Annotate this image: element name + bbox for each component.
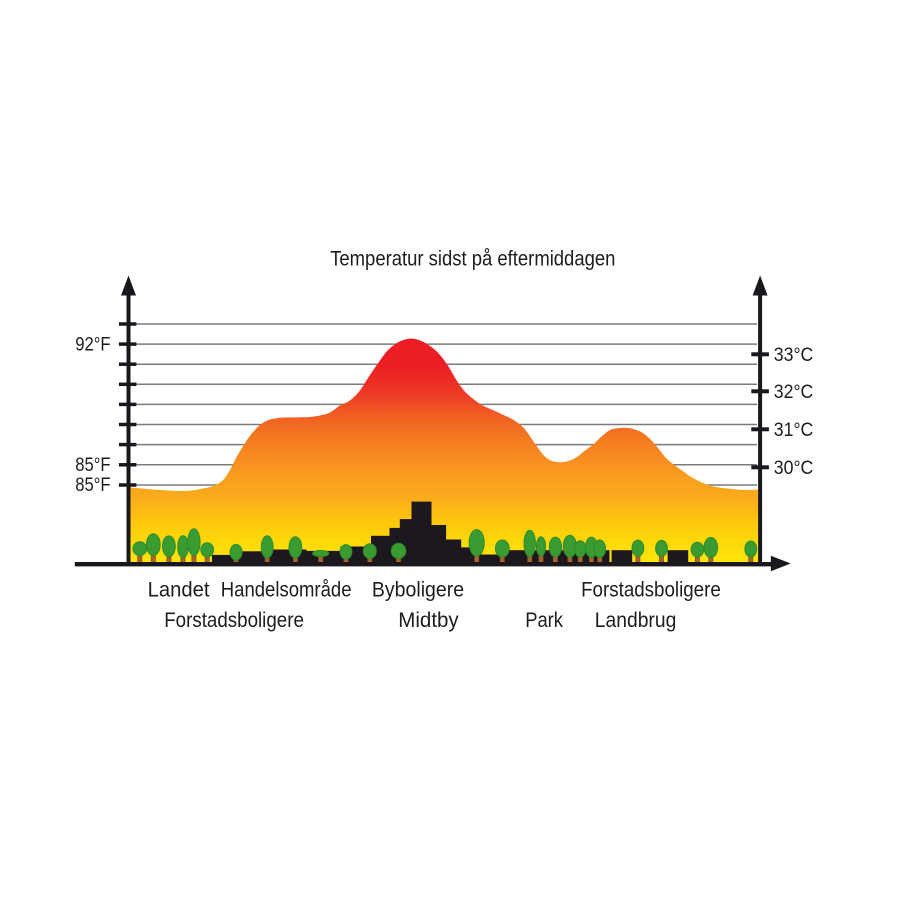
svg-text:85°F: 85°F [75, 475, 110, 496]
svg-text:Midtby: Midtby [398, 609, 459, 632]
svg-text:Forstadsboligere: Forstadsboligere [581, 578, 721, 601]
svg-text:Temperatur sidst på eftermidda: Temperatur sidst på eftermiddagen [330, 248, 615, 271]
svg-text:33°C: 33°C [774, 345, 814, 366]
svg-text:Forstadsboligere: Forstadsboligere [164, 609, 304, 632]
svg-text:85°F: 85°F [75, 455, 110, 476]
svg-text:32°C: 32°C [774, 382, 814, 403]
svg-text:Landbrug: Landbrug [595, 609, 677, 632]
svg-text:Handelsområde: Handelsområde [221, 578, 352, 601]
svg-text:Byboligere: Byboligere [372, 578, 464, 601]
svg-text:92°F: 92°F [75, 335, 110, 356]
svg-text:31°C: 31°C [774, 420, 814, 441]
svg-text:Park: Park [525, 609, 563, 632]
svg-text:30°C: 30°C [774, 458, 814, 479]
svg-text:Landet: Landet [148, 578, 210, 601]
